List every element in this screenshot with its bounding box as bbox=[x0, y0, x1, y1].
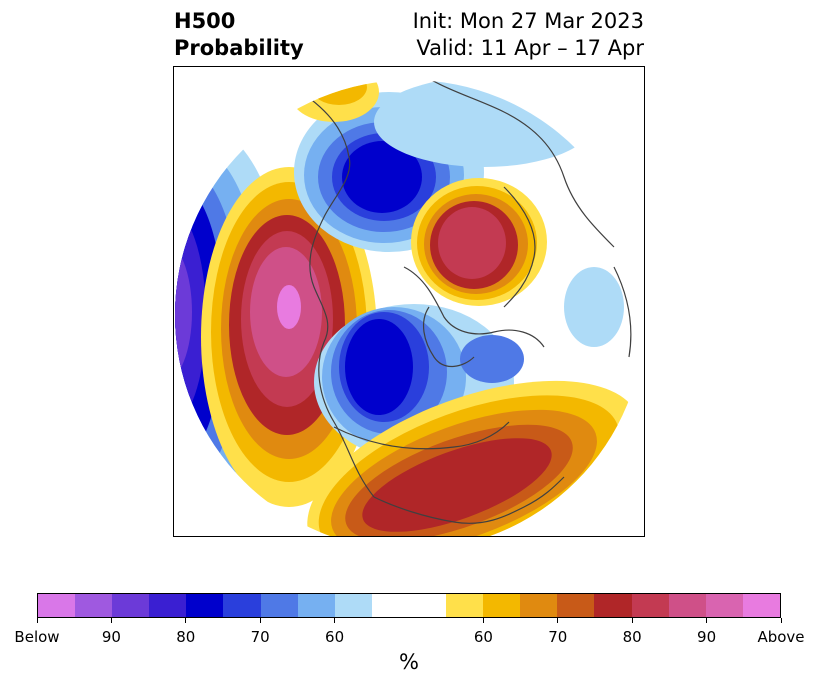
colorbar-tick-label: 70 bbox=[250, 628, 270, 646]
colorbar-segment bbox=[446, 594, 484, 617]
colorbar-tick-mark bbox=[185, 618, 187, 623]
colorbar-segment bbox=[594, 594, 632, 617]
colorbar-segment bbox=[520, 594, 558, 617]
colorbar-tick-label: 60 bbox=[325, 628, 345, 646]
colorbar-tick-mark bbox=[557, 618, 559, 623]
colorbar-segment bbox=[483, 594, 521, 617]
colorbar-segment bbox=[668, 594, 706, 617]
colorbar-tick-mark bbox=[482, 618, 484, 623]
title-right: Init: Mon 27 Mar 2023 Valid: 11 Apr – 17… bbox=[413, 8, 644, 62]
colorbar-tick-mark bbox=[780, 618, 782, 623]
colorbar-tick-label: 90 bbox=[101, 628, 121, 646]
colorbar-segment bbox=[186, 594, 224, 617]
valid-range: Valid: 11 Apr – 17 Apr bbox=[416, 36, 644, 60]
colorbar-tick-label: 80 bbox=[176, 628, 196, 646]
colorbar bbox=[37, 593, 781, 618]
polar-map bbox=[173, 66, 645, 537]
colorbar-tick-mark bbox=[36, 618, 38, 623]
colorbar-segment bbox=[557, 594, 595, 617]
colorbar-segment bbox=[38, 594, 76, 617]
colorbar-tick-label: Above bbox=[757, 628, 805, 646]
colorbar-tick-label: 70 bbox=[548, 628, 568, 646]
title-product: Probability bbox=[174, 36, 304, 60]
colorbar-segment bbox=[223, 594, 261, 617]
colorbar-segment bbox=[260, 594, 298, 617]
colorbar-tick-label: 90 bbox=[697, 628, 717, 646]
colorbar-tick-mark bbox=[259, 618, 261, 623]
colorbar-segment bbox=[631, 594, 669, 617]
colorbar-tick-mark bbox=[631, 618, 633, 623]
colorbar-segment bbox=[705, 594, 743, 617]
colorbar-tick-label: 80 bbox=[622, 628, 642, 646]
coastlines bbox=[293, 80, 632, 524]
colorbar-segment bbox=[371, 594, 409, 617]
colorbar-tick-label: Below bbox=[14, 628, 60, 646]
colorbar-segment bbox=[112, 594, 150, 617]
colorbar-unit: % bbox=[399, 650, 419, 674]
colorbar-tick-mark bbox=[334, 618, 336, 623]
colorbar-tick-label: 60 bbox=[473, 628, 493, 646]
colorbar-segment bbox=[742, 594, 780, 617]
colorbar-segment bbox=[334, 594, 372, 617]
colorbar-segment bbox=[408, 594, 447, 617]
title-variable: H500 bbox=[174, 9, 236, 33]
title-left: H500 Probability bbox=[174, 8, 304, 62]
below-normal-north-america bbox=[314, 304, 524, 460]
colorbar-segment bbox=[149, 594, 187, 617]
colorbar-tick-mark bbox=[110, 618, 112, 623]
init-date: Init: Mon 27 Mar 2023 bbox=[412, 9, 644, 33]
colorbar-segment bbox=[297, 594, 335, 617]
above-normal-arctic-ridge bbox=[411, 178, 547, 306]
colorbar-segment bbox=[75, 594, 113, 617]
colorbar-tick-mark bbox=[706, 618, 708, 623]
probability-map-svg bbox=[175, 80, 644, 536]
